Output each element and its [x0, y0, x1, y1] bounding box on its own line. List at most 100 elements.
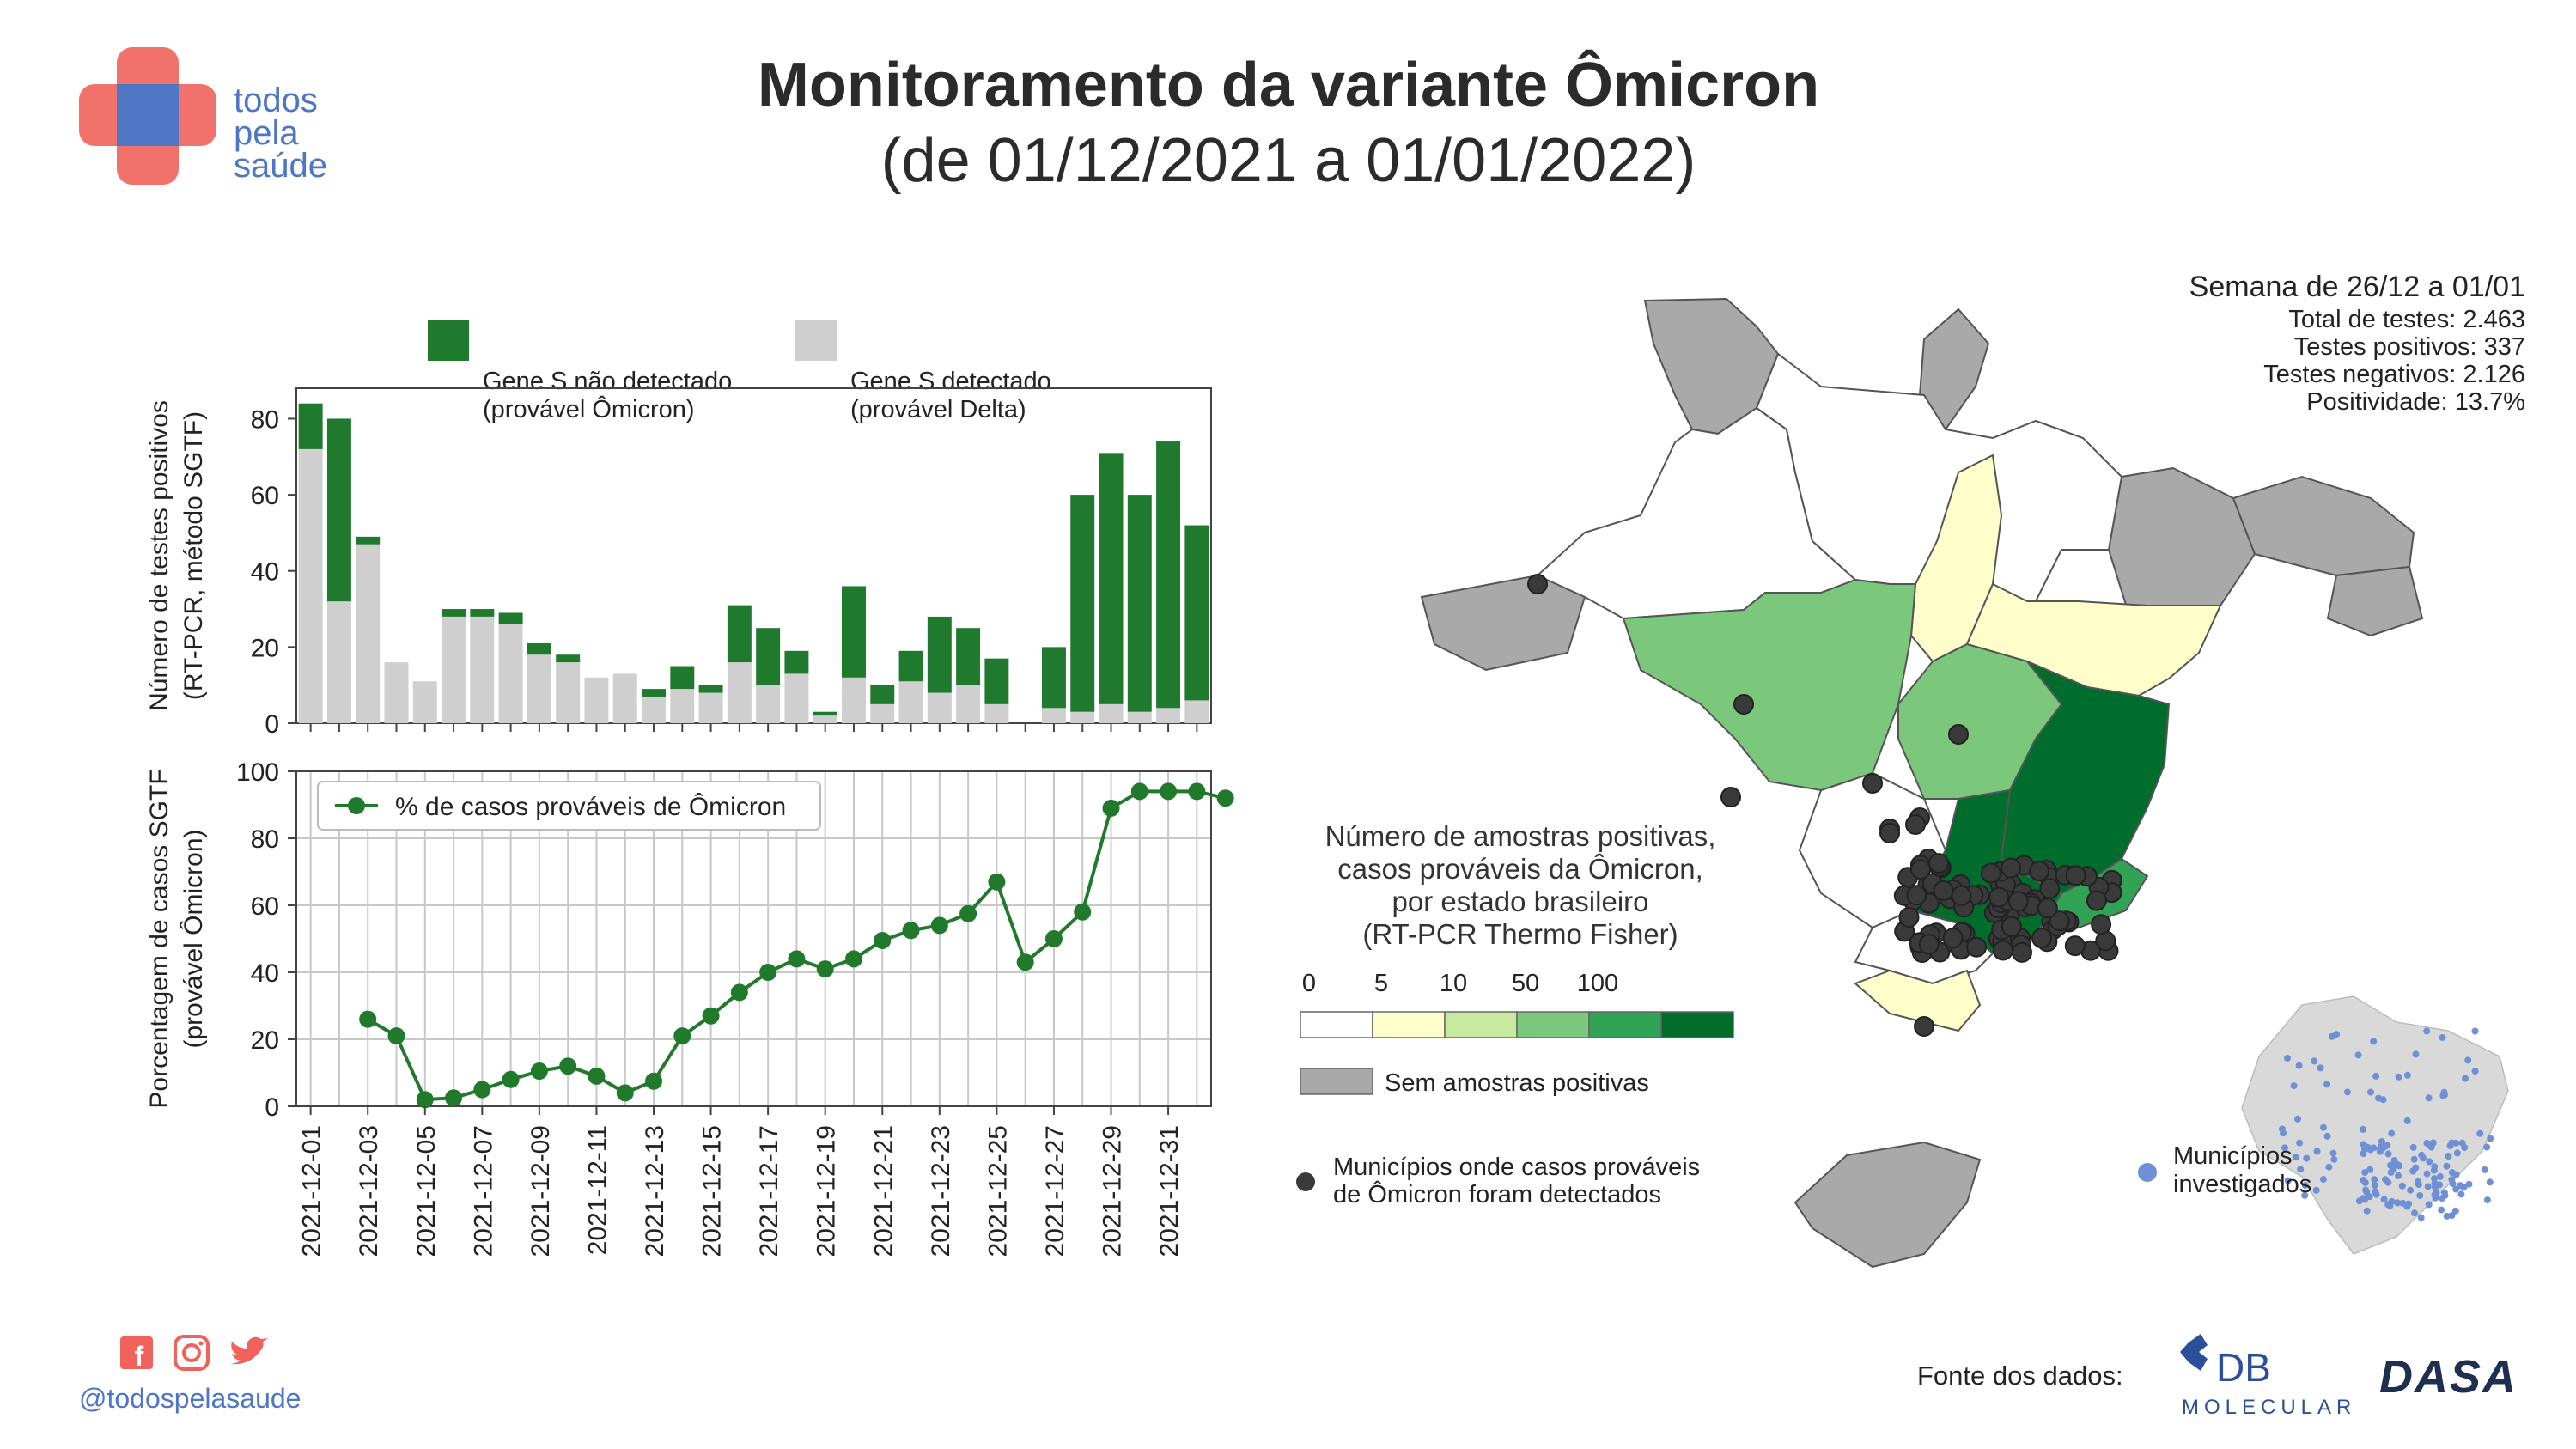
bar-segment-delta	[956, 685, 981, 723]
municipality-investigated-dot	[2453, 1149, 2461, 1157]
municipality-investigated-dot	[2292, 1154, 2299, 1161]
bar-segment-omicron	[1156, 441, 1181, 709]
y-tick-label: 100	[236, 758, 279, 787]
omicron-pct-point	[359, 1010, 377, 1028]
municipality-investigated-dot	[2395, 1172, 2402, 1179]
municipality-investigated-dot	[2361, 1179, 2369, 1186]
municipality-investigated-dot	[2372, 1072, 2380, 1080]
omicron-pct-point	[1074, 903, 1092, 921]
municipality-investigated-dot	[2457, 1190, 2465, 1198]
municipality-detected-dot	[1966, 936, 1988, 958]
line-legend-marker	[348, 797, 365, 814]
bar-segment-delta	[927, 692, 952, 723]
omicron-pct-point	[588, 1067, 606, 1085]
municipality-detected-label: de Ômicron foram detectados	[1333, 1179, 1661, 1209]
bar-segment-omicron	[1070, 495, 1095, 712]
municipality-investigated-dot	[2366, 1166, 2374, 1173]
x-tick-label: 2021-12-29	[1099, 1125, 1127, 1257]
municipality-investigated-dot	[2465, 1180, 2473, 1188]
bar-segment-omicron	[442, 609, 466, 617]
municipality-investigated-dot	[2303, 1154, 2311, 1162]
omicron-pct-point	[1102, 799, 1120, 817]
twitter-icon[interactable]	[230, 1336, 268, 1365]
bar-segment-delta	[698, 692, 723, 723]
omicron-pct-point	[1044, 930, 1063, 947]
y-tick-label: 60	[251, 892, 279, 921]
bar-segment-delta	[298, 448, 323, 723]
map-legend-title: Número de amostras positivas, casos prov…	[1325, 820, 1716, 950]
scale-label: 50	[1512, 970, 1539, 997]
omicron-pct-point	[988, 873, 1006, 891]
municipality-investigated-dot	[2382, 1176, 2390, 1184]
municipality-investigated-dot	[2439, 1034, 2446, 1041]
scale-label: 10	[1440, 970, 1467, 997]
omicron-pct-point	[416, 1091, 434, 1109]
omicron-pct-point	[387, 1027, 405, 1045]
omicron-pct-point	[1188, 782, 1206, 801]
instagram-icon[interactable]	[174, 1335, 210, 1371]
x-tick-label: 2021-12-17	[755, 1125, 783, 1257]
scale-swatch	[1300, 1011, 1373, 1038]
municipality-investigated-dot	[2281, 1144, 2288, 1152]
omicron-pct-point	[874, 931, 892, 949]
municipality-investigated-dot	[2398, 1182, 2406, 1190]
omicron-pct-point	[559, 1057, 577, 1075]
y-tick-label: 20	[251, 634, 279, 662]
stacked-bar-chart: 0 20 40 60 80 Número de testes positivos (RT-P…	[145, 387, 1212, 739]
y-tick-label: 80	[251, 405, 279, 434]
municipality-investigated-dot	[2278, 1125, 2286, 1133]
municipality-investigated-dot	[2436, 1181, 2444, 1189]
omicron-pct-point	[473, 1081, 491, 1099]
bar-segment-delta	[412, 681, 437, 723]
municipality-investigated-dot	[2431, 1191, 2439, 1199]
municipality-detected-dot	[2029, 861, 2050, 882]
y-tick-label: 0	[265, 710, 279, 739]
omicron-pct-point	[730, 983, 748, 1002]
bar-segment-omicron	[1041, 647, 1066, 709]
municipality-investigated-dot	[2319, 1176, 2327, 1184]
legend-label-delta: Gene S detectado (provável Delta)	[850, 368, 1051, 423]
municipality-detected-dot	[1948, 724, 1969, 745]
municipality-investigated-dot	[2448, 1176, 2456, 1184]
x-tick-label: 2021-12-25	[984, 1125, 1012, 1257]
municipality-investigated-dot	[2395, 1073, 2402, 1081]
bar-segment-delta	[498, 624, 523, 723]
no-samples-swatch	[1300, 1068, 1373, 1095]
municipality-investigated-dot	[2483, 1196, 2491, 1204]
municipality-investigated-dot	[2297, 1166, 2305, 1173]
state-acre	[1420, 574, 1586, 672]
municipality-investigated-dot	[2425, 1201, 2433, 1209]
municipality-investigated-dot	[2481, 1166, 2488, 1173]
municipality-investigated-dot	[2330, 1155, 2338, 1163]
bar-segment-delta	[756, 685, 781, 723]
bar-y-axis-label: Número de testes positivos	[145, 400, 174, 711]
inset-map-investigated	[2241, 995, 2509, 1255]
x-tick-label: 2021-12-31	[1155, 1125, 1184, 1257]
color-scale	[1300, 1011, 1734, 1038]
municipality-detected-dot	[2086, 890, 2107, 911]
line-y-axis-label: (provável Ômicron)	[179, 829, 208, 1048]
bar-segment-omicron	[356, 536, 381, 545]
municipality-dots	[1527, 574, 2122, 1037]
bar-y-axis-label: (RT-PCR, método SGTF)	[180, 411, 208, 700]
municipality-investigated-dot	[2360, 1125, 2366, 1133]
bar-segment-delta	[1184, 700, 1209, 723]
municipality-detected-dot	[2064, 935, 2086, 957]
municipality-investigated-dot	[2371, 1176, 2378, 1184]
bar-segment-omicron	[498, 612, 523, 624]
scale-label: 100	[1577, 970, 1618, 997]
bar-segment-delta	[784, 673, 809, 723]
y-tick-label: 80	[251, 825, 279, 854]
municipality-detected-dot	[2001, 916, 2022, 937]
social-handle[interactable]: @todospelasaude	[79, 1383, 301, 1414]
municipality-investigated-dot	[2426, 1158, 2433, 1166]
svg-text:MOLECULAR: MOLECULAR	[2182, 1396, 2356, 1419]
bar-segment-delta	[527, 654, 551, 723]
bar-segment-delta	[326, 601, 351, 723]
municipality-investigated-dot	[2323, 1132, 2331, 1140]
logo-wordmark: todos pela saúde	[234, 82, 327, 185]
state-mato-grosso	[1622, 578, 1917, 792]
municipality-investigated-dot	[2403, 1202, 2411, 1210]
municipality-investigated-dot	[2380, 1143, 2388, 1151]
facebook-icon[interactable]: f	[120, 1336, 153, 1372]
